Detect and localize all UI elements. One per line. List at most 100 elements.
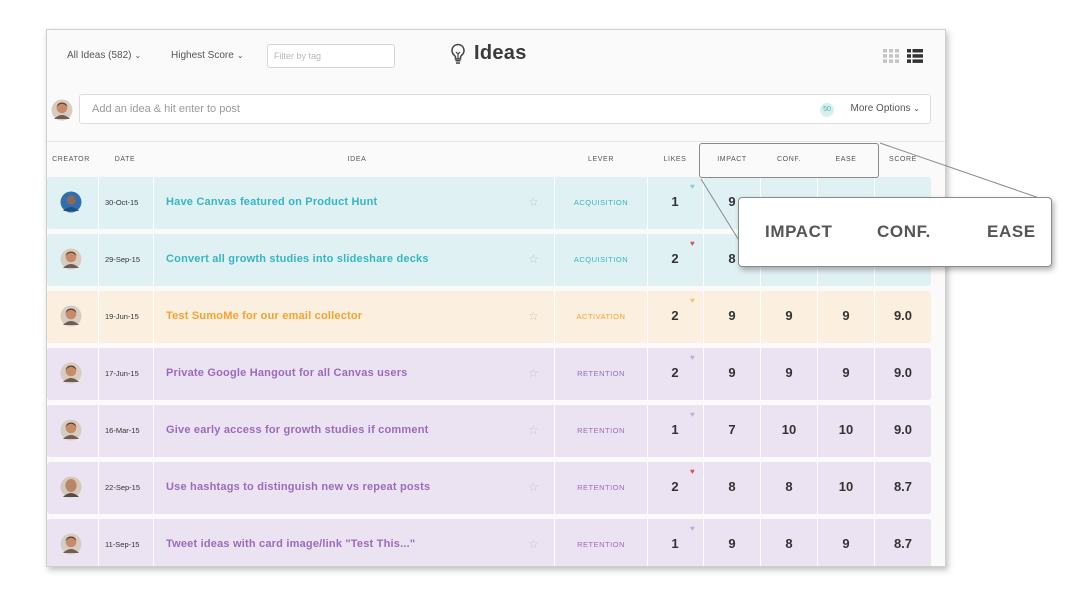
confidence-score[interactable]: 8 [785, 536, 793, 551]
lever-tag[interactable]: ACQUISITION [573, 198, 629, 207]
add-idea-input[interactable]: Add an idea & hit enter to post 50 More … [79, 94, 931, 124]
table-row[interactable]: 22-Sep-15 Use hashtags to distinguish new… [47, 462, 931, 514]
column-header-likes[interactable]: LIKES [663, 156, 687, 163]
impact-score[interactable]: 7 [728, 422, 736, 437]
ease-score[interactable]: 9 [842, 536, 850, 551]
chevron-down-icon: ⌄ [236, 51, 244, 60]
impact-score[interactable]: 9 [728, 365, 736, 380]
row-divider [874, 405, 875, 457]
table-row[interactable]: 11-Sep-15 Tweet ideas with card image/lin… [47, 519, 931, 566]
star-icon[interactable]: ☆ [528, 366, 539, 380]
tag-filter-input[interactable] [267, 44, 395, 68]
heart-icon[interactable]: ♥ [690, 182, 695, 191]
column-header-idea[interactable]: IDEA [347, 156, 367, 163]
idea-title-link[interactable]: Give early access for growth studies if … [166, 424, 429, 436]
heart-icon[interactable]: ♥ [690, 524, 695, 533]
star-icon[interactable]: ☆ [528, 423, 539, 437]
star-icon[interactable]: ☆ [528, 537, 539, 551]
impact-score[interactable]: 8 [728, 251, 736, 266]
row-divider [554, 519, 555, 566]
row-divider [760, 405, 761, 457]
list-view-icon[interactable] [907, 49, 923, 63]
idea-date: 22-Sep-15 [105, 483, 141, 492]
row-divider [703, 234, 704, 286]
impact-score[interactable]: 9 [728, 536, 736, 551]
idea-date: 17-Jun-15 [105, 369, 139, 378]
sort-dropdown[interactable]: Highest Score ⌄ [171, 50, 244, 61]
row-divider [817, 291, 818, 343]
heart-icon[interactable]: ♥ [690, 296, 695, 305]
row-divider [554, 177, 555, 229]
row-divider [817, 348, 818, 400]
lever-tag[interactable]: ACQUISITION [573, 255, 629, 264]
row-divider [760, 462, 761, 514]
row-divider [98, 348, 99, 400]
idea-title-link[interactable]: Convert all growth studies into slidesha… [166, 253, 429, 265]
total-score: 8.7 [893, 479, 913, 494]
row-divider [874, 462, 875, 514]
row-divider [703, 405, 704, 457]
column-header-conf[interactable]: CONF. [777, 156, 801, 163]
idea-date: 30-Oct-15 [105, 198, 139, 207]
row-divider [554, 291, 555, 343]
ease-score[interactable]: 10 [838, 422, 854, 437]
heart-icon[interactable]: ♥ [690, 239, 695, 248]
avatar [60, 362, 82, 389]
idea-title-link[interactable]: Use hashtags to distinguish new vs repea… [166, 481, 431, 493]
sort-label: Highest Score [171, 50, 234, 61]
impact-score[interactable]: 9 [728, 308, 736, 323]
ease-score[interactable]: 10 [838, 479, 854, 494]
lever-tag[interactable]: RETENTION [577, 483, 625, 492]
row-divider [817, 519, 818, 566]
idea-title-link[interactable]: Private Google Hangout for all Canvas us… [166, 367, 408, 379]
table-row[interactable]: 19-Jun-15 Test SumoMe for our email colle… [47, 291, 931, 343]
lever-tag[interactable]: RETENTION [577, 540, 625, 549]
row-divider [647, 462, 648, 514]
all-ideas-dropdown[interactable]: All Ideas (582) ⌄ [67, 50, 141, 61]
star-icon[interactable]: ☆ [528, 195, 539, 209]
star-icon[interactable]: ☆ [528, 252, 539, 266]
ease-score[interactable]: 9 [842, 365, 850, 380]
lever-tag[interactable]: ACTIVATION [576, 312, 626, 321]
column-header-creator[interactable]: CREATOR [52, 156, 90, 163]
table-row[interactable]: 16-Mar-15 Give early access for growth st… [47, 405, 931, 457]
likes-count: 1 [671, 194, 679, 209]
column-header-impact[interactable]: IMPACT [717, 156, 747, 163]
zoom-label-impact: IMPACT [765, 222, 833, 241]
lever-tag[interactable]: RETENTION [577, 369, 625, 378]
idea-count-badge: 50 [820, 103, 834, 117]
row-divider [647, 177, 648, 229]
idea-title-link[interactable]: Tweet ideas with card image/link "Test T… [166, 538, 416, 550]
star-icon[interactable]: ☆ [528, 480, 539, 494]
heart-icon[interactable]: ♥ [690, 410, 695, 419]
column-header-date[interactable]: DATE [114, 156, 136, 163]
confidence-score[interactable]: 8 [785, 479, 793, 494]
confidence-score[interactable]: 10 [781, 422, 797, 437]
zoom-label-conf: CONF. [877, 222, 931, 241]
confidence-score[interactable]: 9 [785, 365, 793, 380]
confidence-score[interactable]: 9 [785, 308, 793, 323]
table-row[interactable]: 17-Jun-15 Private Google Hangout for all … [47, 348, 931, 400]
row-divider [874, 348, 875, 400]
total-score: 9.0 [893, 422, 913, 437]
grid-view-icon[interactable] [883, 49, 899, 63]
more-options-dropdown[interactable]: More Options ⌄ [850, 103, 920, 114]
heart-icon[interactable]: ♥ [690, 467, 695, 476]
idea-title-link[interactable]: Have Canvas featured on Product Hunt [166, 196, 378, 208]
page-title: Ideas [450, 42, 527, 65]
avatar [60, 191, 82, 218]
row-divider [153, 348, 154, 400]
view-toggle [883, 49, 923, 63]
star-icon[interactable]: ☆ [528, 309, 539, 323]
heart-icon[interactable]: ♥ [690, 353, 695, 362]
chevron-down-icon: ⌄ [913, 104, 920, 113]
ease-score[interactable]: 9 [842, 308, 850, 323]
idea-title-link[interactable]: Test SumoMe for our email collector [166, 310, 363, 322]
column-header-lever[interactable]: LEVER [588, 156, 614, 163]
column-header-score[interactable]: SCORE [889, 156, 917, 163]
lever-tag[interactable]: RETENTION [577, 426, 625, 435]
impact-score[interactable]: 8 [728, 479, 736, 494]
column-header-ease[interactable]: EASE [835, 156, 857, 163]
row-divider [703, 462, 704, 514]
row-divider [874, 291, 875, 343]
